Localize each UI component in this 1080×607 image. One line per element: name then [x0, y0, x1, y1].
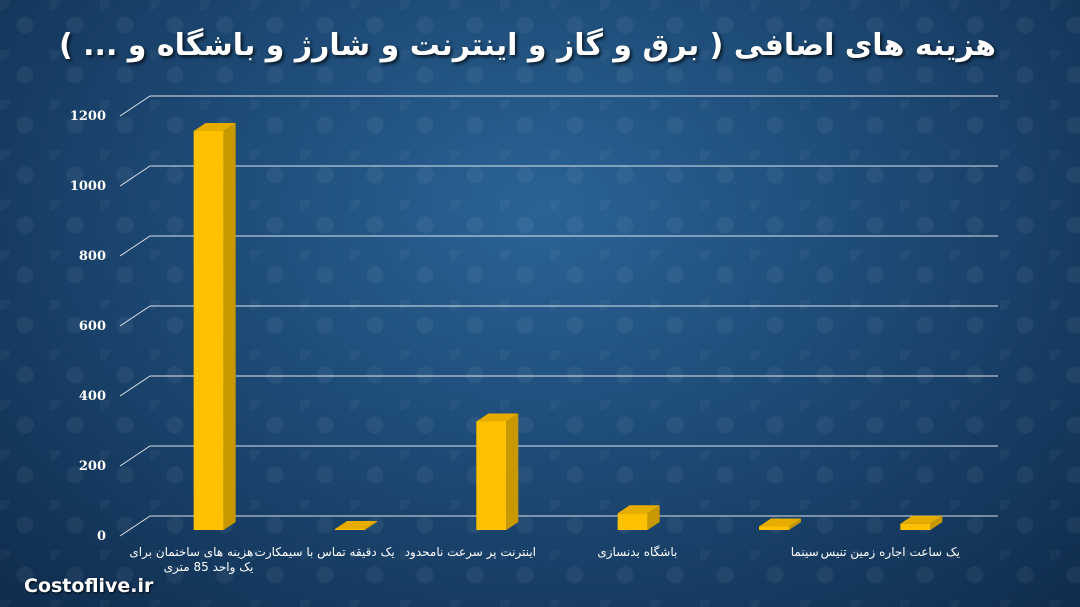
y-tick-label: 600: [79, 319, 106, 334]
x-tick-label: سینما: [791, 545, 819, 559]
x-tick-label: یک واحد 85 متری: [164, 560, 254, 575]
gridline-depth: [119, 235, 151, 257]
y-tick-label: 400: [79, 389, 106, 404]
bar-top: [900, 515, 943, 524]
brand-watermark: Costoflive.ir: [24, 575, 154, 597]
bar-side: [506, 413, 519, 530]
bar-top: [335, 521, 377, 529]
bar: [335, 529, 365, 530]
bar: [193, 131, 224, 530]
gridline-depth: [119, 515, 151, 537]
y-tick-label: 0: [97, 529, 106, 544]
bar: [900, 523, 931, 530]
x-tick-label: اینترنت پر سرعت نامحدود: [405, 545, 536, 560]
y-tick-label: 1000: [70, 179, 106, 194]
bar-side: [789, 518, 801, 530]
gridline-depth: [119, 375, 151, 397]
bar: [759, 526, 789, 530]
y-tick-label: 200: [79, 459, 106, 474]
bar-top: [193, 123, 236, 131]
gridline-depth: [119, 305, 151, 327]
bar-top: [617, 505, 660, 514]
bar-side: [365, 521, 377, 530]
bar-side: [223, 123, 236, 530]
x-tick-label: هزینه های ساختمان برای: [129, 545, 253, 560]
chart-title: هزینه های اضافی ( برق و گاز و اینترنت و …: [59, 28, 996, 63]
gridline-depth: [119, 165, 151, 187]
bar: [476, 421, 507, 530]
y-tick-label: 800: [79, 249, 106, 264]
bar-top: [476, 413, 519, 422]
x-tick-label: یک ساعت اجاره زمین تنیس: [821, 545, 960, 560]
y-tick-label: 1200: [70, 109, 106, 124]
bar-top: [759, 518, 801, 527]
x-tick-label: یک دقیقه تماس با سیمکارت: [255, 545, 395, 560]
bar-side: [930, 515, 943, 530]
gridline-depth: [119, 95, 151, 117]
gridline-depth: [119, 445, 151, 467]
bar-side: [647, 505, 660, 530]
x-tick-label: باشگاه بدنسازی: [597, 545, 677, 560]
bar: [617, 513, 648, 530]
